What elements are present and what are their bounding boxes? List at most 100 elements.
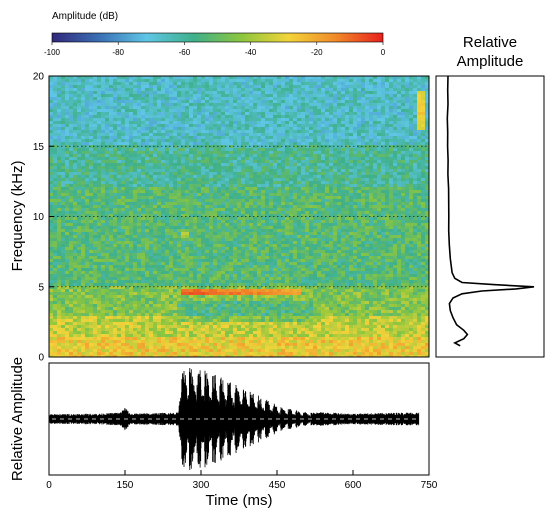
spectrogram-cell — [361, 115, 365, 118]
spectrogram-cell — [389, 88, 393, 91]
spectrogram-cell — [253, 109, 257, 112]
spectrogram-cell — [293, 175, 297, 178]
spectrogram-cell — [397, 133, 401, 136]
spectrogram-cell — [337, 154, 341, 157]
spectrogram-cell — [241, 175, 245, 178]
spectrogram-cell — [373, 115, 377, 118]
spectrogram-cell — [321, 217, 325, 220]
spectrogram-cell — [225, 118, 229, 121]
spectrogram-cell — [125, 178, 129, 181]
spectrogram-cell — [349, 178, 353, 181]
spectrogram-cell — [261, 157, 265, 160]
spectrogram-cell — [261, 178, 265, 181]
spectrogram-cell — [97, 133, 101, 136]
spectrogram-cell — [389, 193, 393, 196]
spectrogram-cell — [101, 184, 105, 187]
spectrogram-cell — [385, 178, 389, 181]
spectrogram-cell — [157, 94, 161, 97]
spectrogram-cell — [269, 109, 273, 112]
spectrogram-cell — [77, 154, 81, 157]
spectrogram-cell — [81, 187, 85, 190]
spectrogram-cell — [305, 214, 309, 217]
spectrogram-cell — [401, 76, 405, 79]
spectrogram-cell — [77, 139, 81, 142]
spectrogram-cell — [165, 76, 169, 79]
spectrogram-cell — [425, 133, 429, 136]
spectrogram-cell — [321, 175, 325, 178]
spectrogram-cell — [177, 220, 181, 223]
spectrogram-cell — [181, 142, 185, 145]
spectrogram-cell — [281, 118, 285, 121]
spectrogram-cell — [165, 88, 169, 91]
spectrogram-cell — [353, 217, 357, 220]
spectrogram-cell — [233, 115, 237, 118]
spectrogram-cell — [213, 226, 217, 229]
spectrogram-cell — [385, 79, 389, 82]
spectrogram-cell — [165, 106, 169, 109]
spectrogram-cell — [385, 172, 389, 175]
spectrogram-cell — [305, 166, 309, 169]
spectrogram-cell — [385, 151, 389, 154]
spectrogram-cell — [57, 76, 61, 79]
spectrogram-cell — [101, 121, 105, 124]
spectrogram-cell — [353, 229, 357, 232]
spectrogram-cell — [249, 193, 253, 196]
spectrogram-cell — [113, 211, 117, 214]
spectrogram-cell — [201, 124, 205, 127]
spectrogram-cell — [321, 151, 325, 154]
spectrogram-cell — [197, 196, 201, 199]
spectrogram-cell — [357, 169, 361, 172]
spectrogram-cell — [109, 82, 113, 85]
spectrogram-cell — [209, 151, 213, 154]
spectrogram-cell — [181, 202, 185, 205]
spectrogram-cell — [329, 142, 333, 145]
spectrogram-cell — [205, 76, 209, 79]
spectrogram-cell — [293, 208, 297, 211]
spectrogram-cell — [225, 94, 229, 97]
spectrogram-cell — [105, 232, 109, 235]
spectrogram-cell — [117, 205, 121, 208]
spectrogram-cell — [405, 214, 409, 217]
spectrogram-cell — [81, 226, 85, 229]
spectrogram-cell — [369, 136, 373, 139]
spectrogram-cell — [85, 106, 89, 109]
spectrogram-cell — [325, 187, 329, 190]
spectrogram-cell — [57, 157, 61, 160]
spectrogram-cell — [169, 112, 173, 115]
spectrogram-cell — [197, 121, 201, 124]
spectrogram-cell — [361, 184, 365, 187]
spectrogram-cell — [213, 115, 217, 118]
spectrogram-cell — [321, 136, 325, 139]
spectrogram-cell — [381, 214, 385, 217]
spectrogram-cell — [305, 193, 309, 196]
spectrogram-cell — [221, 103, 225, 106]
spectrogram-cell — [285, 91, 289, 94]
spectrogram-cell — [301, 118, 305, 121]
spectrogram-cell — [153, 163, 157, 166]
spectrogram-cell — [65, 217, 69, 220]
spectrogram-cell — [393, 202, 397, 205]
spectrogram-cell — [133, 148, 137, 151]
spectrogram-cell — [373, 109, 377, 112]
spectrogram-cell — [53, 205, 57, 208]
spectrogram-cell — [117, 97, 121, 100]
spectrogram-cell — [225, 91, 229, 94]
spectrogram-cell — [185, 85, 189, 88]
spectrogram-cell — [145, 139, 149, 142]
spectrogram-cell — [221, 172, 225, 175]
spectrogram-cell — [257, 196, 261, 199]
spectrogram-cell — [209, 211, 213, 214]
spectrogram-cell — [185, 115, 189, 118]
spectrogram-cell — [65, 94, 69, 97]
spectrogram-cell — [313, 229, 317, 232]
spectrogram-cell — [257, 178, 261, 181]
spectrogram-cell — [81, 208, 85, 211]
spectrogram-cell — [293, 124, 297, 127]
spectrogram-cell — [229, 166, 233, 169]
spectrogram-cell — [77, 94, 81, 97]
spectrogram-cell — [313, 88, 317, 91]
spectrogram-cell — [401, 145, 405, 148]
spectrogram-cell — [137, 229, 141, 232]
spectrogram-cell — [101, 199, 105, 202]
spectrogram-cell — [369, 172, 373, 175]
